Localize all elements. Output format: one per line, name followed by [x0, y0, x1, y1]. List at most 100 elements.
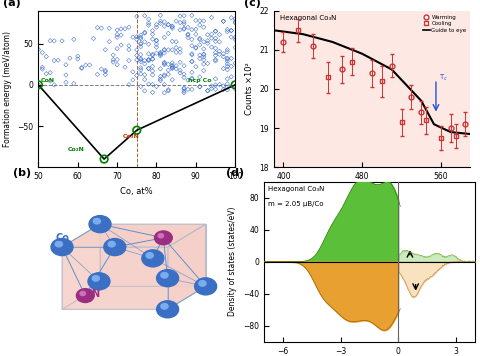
Point: [219, 66, 227, 72]
Point: [125, 82, 133, 88]
Circle shape: [92, 276, 99, 281]
Point: [176, 49, 184, 55]
Point: [200, 52, 207, 57]
Circle shape: [108, 241, 115, 247]
Point: [168, 24, 176, 30]
Point: [184, 32, 192, 38]
Point: [129, 69, 137, 75]
Text: Co: Co: [56, 232, 70, 242]
Point: [216, 48, 223, 54]
Point: [204, 32, 212, 38]
Point: [106, 25, 113, 31]
Point: [117, 26, 125, 32]
Point: [149, 28, 156, 33]
Point: [137, 41, 144, 47]
Point: [224, 58, 231, 64]
Point: [50, 82, 58, 88]
Circle shape: [76, 289, 94, 303]
Point: [137, 41, 144, 47]
Point: [228, 28, 235, 33]
Text: CoN: CoN: [40, 78, 55, 83]
Point: [133, 34, 141, 40]
Point: [188, 51, 196, 57]
Point: [212, 82, 219, 88]
Point: [224, 87, 231, 93]
Point: [78, 65, 85, 70]
Point: [156, 76, 164, 82]
Point: [180, 19, 188, 25]
Point: [228, 28, 235, 33]
Point: [224, 61, 231, 67]
Point: [176, 13, 184, 19]
Polygon shape: [62, 224, 205, 247]
Point: [90, 36, 97, 41]
Point: [153, 84, 160, 89]
Point: [180, 71, 188, 77]
Point: [188, 76, 196, 82]
Point: [231, 37, 239, 42]
Point: [219, 83, 227, 89]
Point: [212, 58, 219, 64]
Circle shape: [195, 278, 216, 295]
Point: [219, 51, 227, 57]
Point: [121, 64, 129, 70]
Point: [137, 44, 144, 49]
Point: [145, 16, 153, 22]
Point: [224, 27, 231, 32]
Point: [228, 74, 235, 80]
Point: [160, 62, 168, 68]
Point: [101, 72, 109, 78]
Point: [160, 90, 168, 96]
Text: Hexagonal Co₃N: Hexagonal Co₃N: [279, 15, 336, 21]
Point: [231, 20, 239, 26]
Point: [94, 72, 101, 77]
Point: [160, 19, 168, 25]
Point: [231, 19, 239, 25]
Point: [176, 46, 184, 52]
Point: [165, 87, 172, 93]
Point: [188, 27, 196, 32]
Point: [180, 63, 188, 69]
Point: [224, 55, 231, 61]
Point: [137, 67, 144, 73]
Point: [196, 84, 204, 90]
Point: [180, 88, 188, 94]
Point: [188, 69, 196, 75]
Point: [216, 39, 223, 44]
Point: [149, 36, 156, 42]
Point: [228, 34, 235, 40]
Point: [160, 35, 168, 40]
Point: [196, 37, 204, 42]
Point: [196, 56, 204, 62]
Point: [212, 53, 219, 58]
Point: [153, 37, 160, 43]
Circle shape: [51, 239, 73, 256]
Circle shape: [158, 234, 164, 238]
Point: [156, 53, 164, 59]
Point: [168, 64, 176, 69]
Point: [70, 37, 78, 42]
Point: [200, 24, 207, 30]
Point: [141, 77, 148, 82]
Point: [180, 86, 188, 91]
Point: [219, 87, 227, 92]
Text: (b): (b): [13, 168, 32, 178]
Point: [149, 56, 156, 62]
Point: [125, 25, 133, 30]
Point: [172, 45, 180, 51]
Point: [231, 16, 239, 22]
Point: [125, 58, 133, 63]
Point: [137, 35, 144, 40]
Point: [180, 75, 188, 80]
Point: [109, 59, 117, 65]
Point: [165, 62, 172, 67]
Point: [224, 76, 231, 82]
Point: [160, 47, 168, 52]
Point: [176, 27, 184, 33]
Point: [149, 68, 156, 74]
Point: [156, 52, 164, 57]
Point: [204, 41, 212, 46]
Point: [50, 38, 58, 44]
Point: [160, 82, 168, 88]
Point: [133, 57, 141, 63]
